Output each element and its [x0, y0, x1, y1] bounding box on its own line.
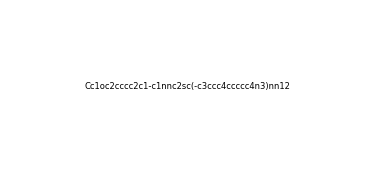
Text: Cc1oc2cccc2c1-c1nnc2sc(-c3ccc4ccccc4n3)nn12: Cc1oc2cccc2c1-c1nnc2sc(-c3ccc4ccccc4n3)n…	[84, 82, 290, 90]
